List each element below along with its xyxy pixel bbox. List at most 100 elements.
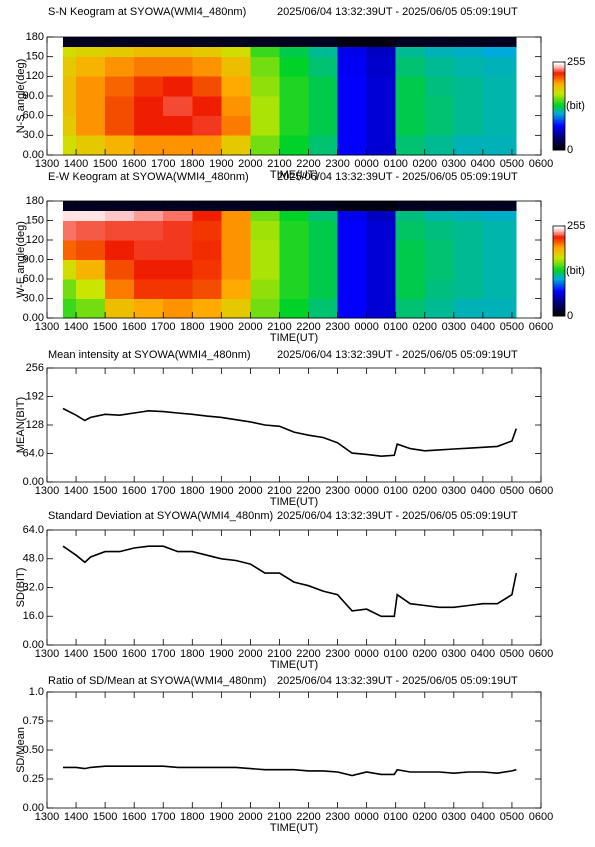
heatmap-cell (250, 240, 280, 260)
x-tick-label: 0400 (471, 485, 495, 497)
colorbar-strip (553, 86, 565, 89)
heatmap-cell (76, 279, 106, 299)
colorbar-strip (553, 266, 565, 269)
x-tick-label: 1400 (64, 648, 88, 660)
heatmap-cell (308, 210, 338, 221)
x-tick-label: 1300 (35, 648, 59, 660)
x-tick-label: 0100 (383, 811, 407, 823)
heatmap-cell (279, 76, 309, 97)
colorbar-strip (553, 311, 565, 314)
x-tick-label: 1500 (93, 811, 117, 823)
y-tick-label: 0.75 (23, 715, 44, 727)
colorbar-strip (553, 245, 565, 248)
colorbar-strip (553, 92, 565, 95)
heatmap-cell (453, 115, 484, 136)
heatmap-cell (250, 115, 280, 136)
x-tick-label: 1500 (93, 158, 117, 170)
x-tick-label: 2100 (267, 648, 291, 660)
colorbar-strip (553, 241, 565, 244)
heatmap-cell (192, 96, 222, 117)
y-tick-label: 16.0 (23, 610, 44, 622)
colorbar-strip (553, 226, 565, 228)
heatmap-cell (62, 56, 77, 77)
heatmap-cell (308, 96, 338, 117)
colorbar-strip (553, 134, 565, 137)
heatmap-cell (279, 56, 309, 77)
heatmap-cell (250, 37, 280, 48)
colorbar-strip (553, 119, 565, 122)
heatmap-cell (279, 46, 309, 58)
heatmap-cell (424, 46, 455, 58)
x-axis-label: TIME(UT) (270, 822, 318, 834)
heatmap-cell (76, 46, 106, 58)
heatmap-cell (366, 201, 397, 212)
heatmap-cell (424, 76, 455, 97)
plot-frame (46, 529, 542, 646)
heatmap-cell (366, 259, 397, 280)
x-tick-label: 1700 (151, 485, 175, 497)
heatmap-cell (105, 56, 135, 77)
heatmap-cell (279, 279, 309, 299)
colorbar-tick-label: 0 (567, 144, 573, 156)
x-tick-label: 1400 (64, 485, 88, 497)
heatmap-cell (453, 220, 484, 241)
heatmap-cell (76, 220, 106, 241)
colorbar-strip (553, 132, 565, 134)
x-tick-label: 2200 (296, 811, 320, 823)
heatmap-cell (76, 76, 106, 97)
heatmap-cell (163, 201, 193, 212)
x-tick-label: 2200 (296, 648, 320, 660)
heatmap-cell (279, 96, 309, 117)
colorbar-strip (553, 265, 565, 268)
heatmap-cell (250, 46, 280, 58)
heatmap-cell (337, 210, 368, 221)
y-tick-label: 256 (26, 362, 44, 374)
heatmap-cell (192, 115, 222, 136)
colorbar-strip (553, 89, 565, 92)
time-range: 2025/06/04 13:32:39UT - 2025/06/05 05:09… (277, 349, 518, 361)
time-range: 2025/06/04 13:32:39UT - 2025/06/05 05:09… (277, 510, 518, 522)
heatmap-cell (395, 279, 426, 299)
x-tick-label: 0400 (471, 648, 495, 660)
x-tick-label: 0000 (354, 485, 378, 497)
heatmap-cell (366, 46, 397, 58)
heatmap-cell (424, 115, 455, 136)
y-tick-label: 0.00 (23, 476, 44, 488)
heatmap-cell (453, 76, 484, 97)
colorbar-strip (553, 276, 565, 279)
x-tick-label: 0000 (354, 321, 378, 333)
colorbar-strip (553, 117, 565, 119)
colorbar-strip (553, 231, 565, 234)
x-tick-label: 0200 (413, 811, 437, 823)
x-tick-label: 1600 (122, 321, 146, 333)
x-tick-label: 0600 (529, 321, 553, 333)
heatmap-cell (250, 96, 280, 117)
heatmap-cell (308, 259, 338, 280)
colorbar-strip (553, 287, 565, 290)
colorbar-strip (553, 115, 565, 118)
colorbar-strip (553, 300, 565, 303)
heatmap-cell (221, 201, 251, 212)
y-tick-label: 192 (26, 390, 44, 402)
colorbar-strip (553, 314, 565, 317)
heatmap-cell (482, 210, 513, 221)
heatmap-cell (134, 96, 164, 117)
heatmap-cell (221, 220, 251, 241)
x-tick-label: 0000 (354, 811, 378, 823)
colorbar-strip (553, 285, 565, 287)
x-tick-label: 0500 (500, 321, 524, 333)
y-axis-label: SD/Mean (15, 727, 27, 773)
data-line (62, 407, 518, 458)
heatmap-cell (453, 37, 484, 48)
heatmap-cell (308, 76, 338, 97)
heatmap-cell (105, 259, 135, 280)
x-tick-label: 2200 (296, 158, 320, 170)
heatmap-cell (337, 56, 368, 77)
colorbar-strip (553, 67, 565, 70)
heatmap-cell (308, 56, 338, 77)
heatmap-cell (62, 201, 77, 212)
heatmap-cell (134, 210, 164, 221)
heatmap-cell (221, 56, 251, 77)
colorbar-strip (553, 78, 565, 81)
colorbar-strip (553, 249, 565, 252)
